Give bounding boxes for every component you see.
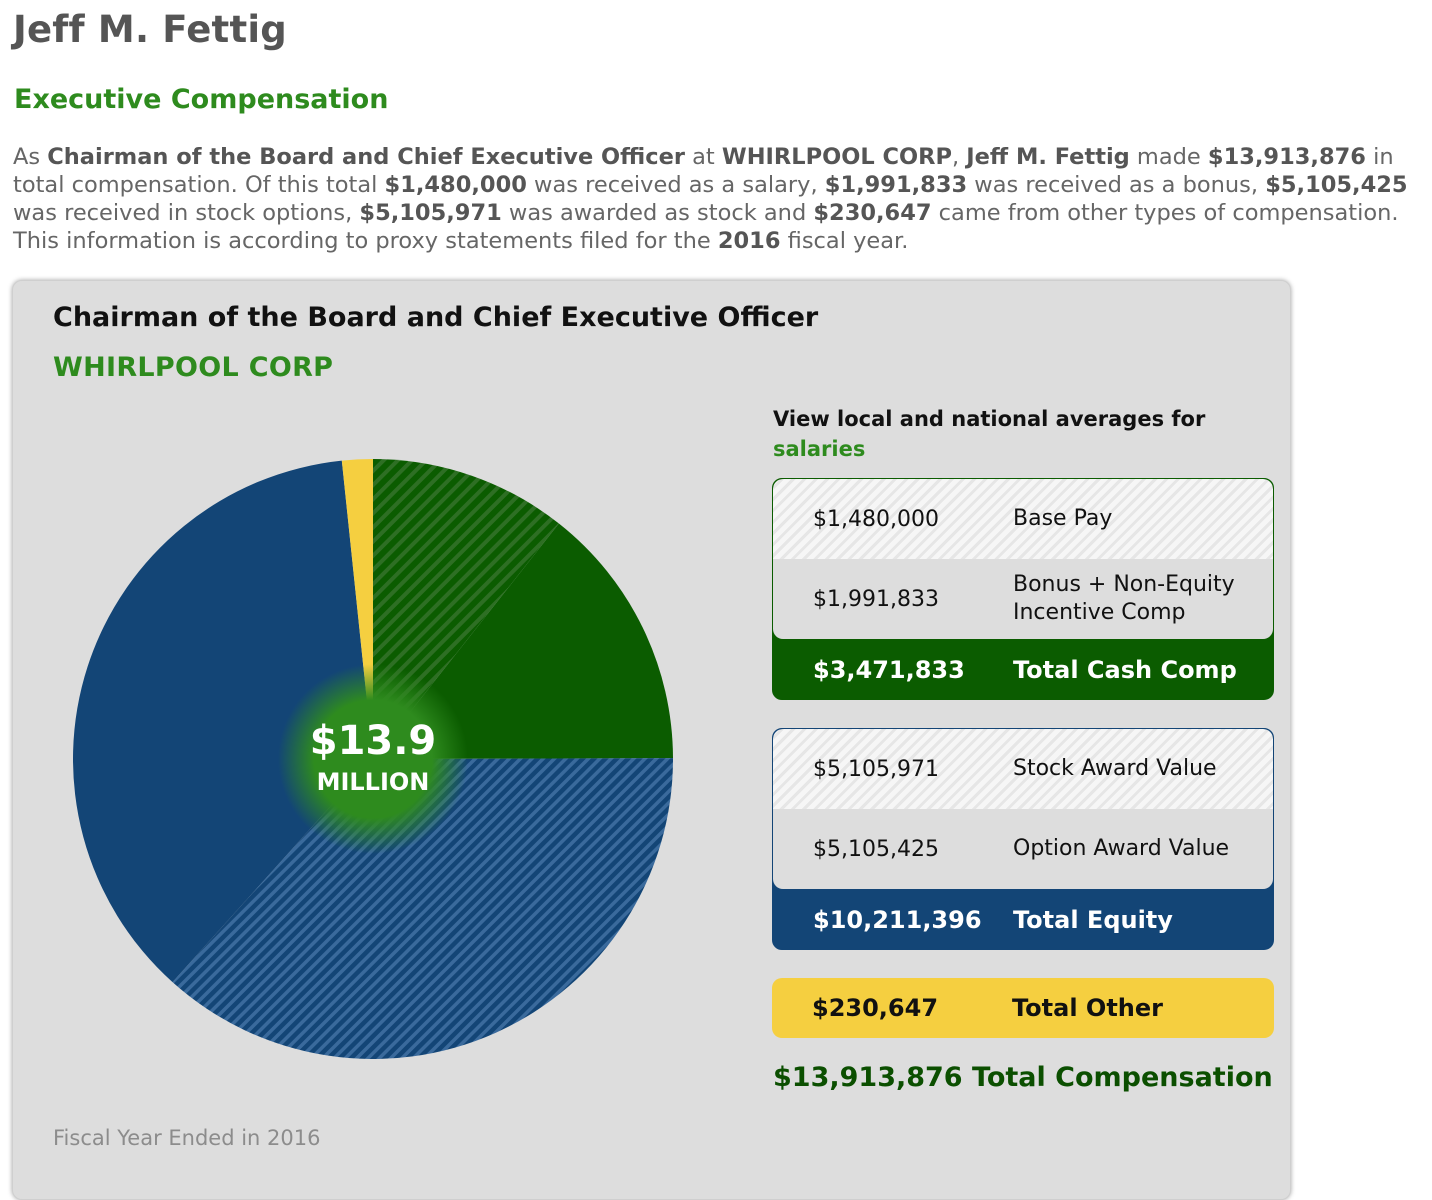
compensation-pie-chart: $13.9 MILLION [73,459,674,1060]
salaries-link[interactable]: salaries [773,437,866,461]
other-compensation-box: $230,647 Total Other [772,978,1274,1038]
fiscal-year-note: Fiscal Year Ended in 2016 [53,1126,321,1150]
card-company: WHIRLPOOL CORP [53,352,334,383]
option-award-row: $5,105,425 Option Award Value [773,809,1273,889]
summary-company: WHIRLPOOL CORP [721,144,952,170]
compensation-card: Chairman of the Board and Chief Executiv… [12,280,1291,1200]
total-equity-row: $10,211,396 Total Equity [773,889,1273,949]
center-badge [278,664,468,854]
total-equity-amount: $10,211,396 [813,906,982,934]
total-cash-label: Total Cash Comp [1013,656,1237,684]
section-heading: Executive Compensation [14,84,389,115]
center-amount: $13.9 [310,718,437,764]
base-pay-label: Base Pay [1013,506,1113,531]
compensation-summary: As Chairman of the Board and Chief Execu… [13,144,1408,254]
total-other-row: $230,647 Total Other [772,978,1274,1038]
executive-name: Jeff M. Fettig [13,8,287,51]
summary-name: Jeff M. Fettig [966,144,1130,170]
summary-total: $13,913,876 [1207,144,1366,170]
summary-bonus: $1,991,833 [824,172,968,198]
base-pay-amount: $1,480,000 [813,506,939,532]
equity-compensation-box: $5,105,971 Stock Award Value $5,105,425 … [772,728,1274,950]
stock-award-label: Stock Award Value [1013,756,1217,781]
summary-stock: $5,105,971 [359,200,502,226]
summary-salary: $1,480,000 [384,172,527,198]
pie-slice-option-award-value [73,460,373,983]
pie-slice-bonus-non-equity-incentive-comp [373,523,673,759]
bonus-row: $1,991,833 Bonus + Non-Equity Incentive C… [773,559,1273,639]
pie-slice-stock-award-value [172,758,674,1060]
total-other-label: Total Other [1012,994,1163,1022]
total-cash-amount: $3,471,833 [813,656,965,684]
center-unit: MILLION [317,768,430,796]
bonus-amount: $1,991,833 [813,586,939,612]
total-other-amount: $230,647 [812,994,939,1022]
total-cash-row: $3,471,833 Total Cash Comp [773,639,1273,699]
base-pay-row: $1,480,000 Base Pay [773,479,1273,559]
option-award-amount: $5,105,425 [813,836,939,862]
stock-award-amount: $5,105,971 [813,756,939,782]
summary-options: $5,105,425 [1265,172,1408,198]
card-title: Chairman of the Board and Chief Executiv… [53,302,819,333]
summary-other: $230,647 [813,200,932,226]
total-equity-label: Total Equity [1013,906,1173,934]
stock-award-row: $5,105,971 Stock Award Value [773,729,1273,809]
summary-title: Chairman of the Board and Chief Executiv… [47,144,685,170]
total-compensation: $13,913,876 Total Compensation [773,1062,1273,1093]
summary-year: 2016 [717,228,781,254]
option-award-label: Option Award Value [1013,836,1230,861]
averages-intro: View local and national averages for sal… [773,404,1273,464]
cash-compensation-box: $1,480,000 Base Pay $1,991,833 Bonus + N… [772,478,1274,700]
bonus-label: Bonus + Non-Equity Incentive Comp [1013,572,1235,625]
